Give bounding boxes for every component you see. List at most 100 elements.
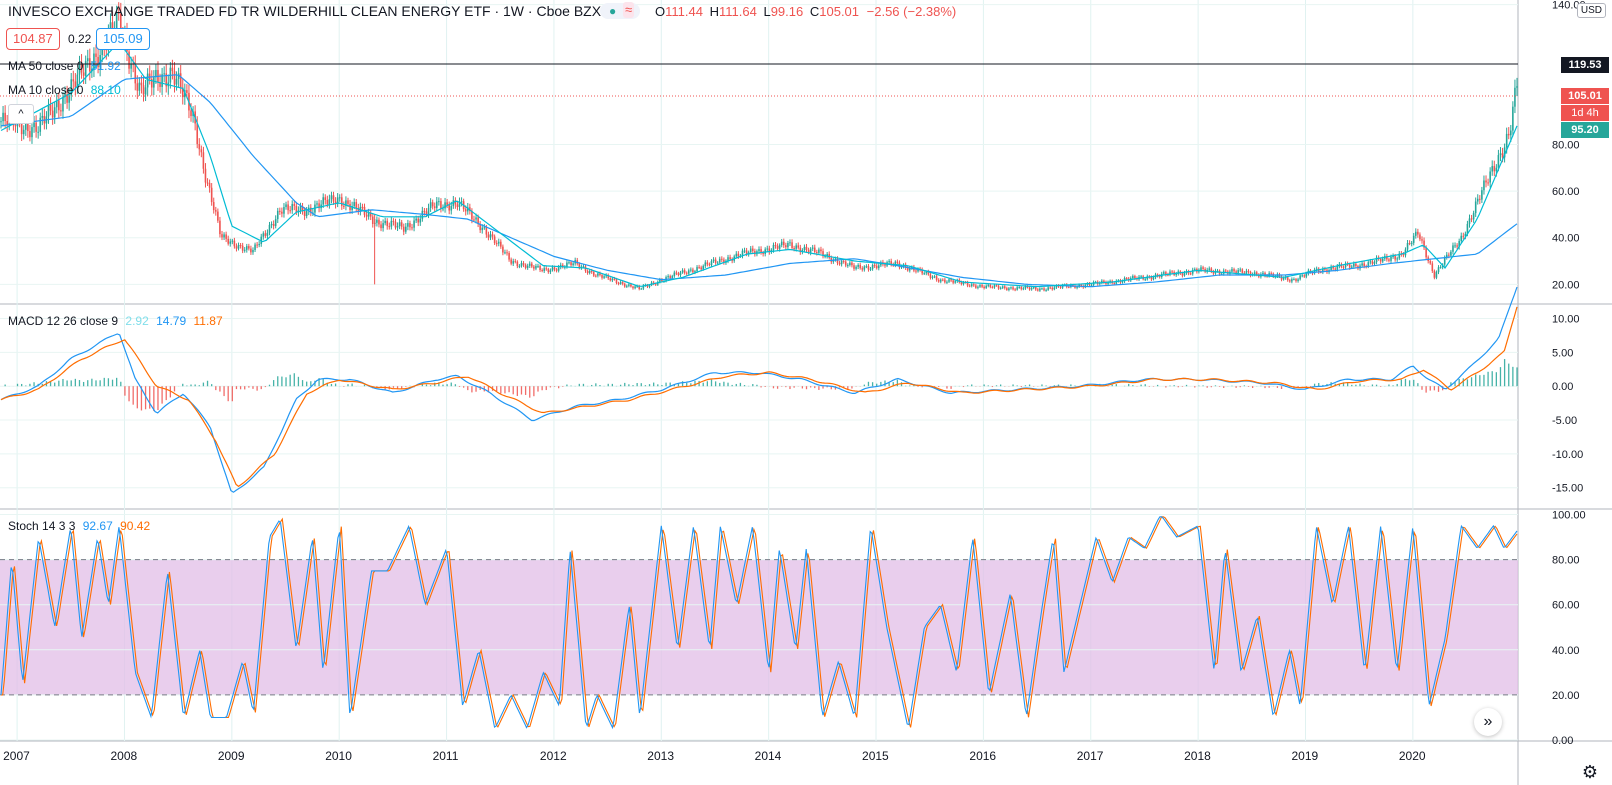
candle-body <box>609 278 612 281</box>
candle-body <box>485 227 488 235</box>
candle-body <box>1350 266 1353 268</box>
candle-body <box>1189 273 1192 275</box>
ask-button[interactable]: 105.09 <box>96 28 150 50</box>
candle-body <box>737 253 740 257</box>
candle-body <box>735 253 738 257</box>
candle-body <box>1061 285 1064 288</box>
candle-body <box>590 270 593 272</box>
candle-body <box>270 223 273 225</box>
candle-body <box>1107 282 1109 285</box>
candle-body <box>890 261 892 265</box>
candle-body <box>1454 245 1456 247</box>
candle-body <box>1202 267 1204 269</box>
candle-body <box>749 248 752 253</box>
candle-body <box>481 227 484 231</box>
candle-body <box>78 63 81 75</box>
candle-body <box>1241 269 1244 273</box>
candle-body <box>875 265 878 269</box>
status-pill[interactable]: ● ≈ <box>600 2 640 19</box>
stoch-legend[interactable]: Stoch 14 3 3 92.67 90.42 <box>8 519 150 533</box>
candle-body <box>1408 243 1411 245</box>
y-tick-label: 140.00 <box>1552 0 1586 12</box>
candle-body <box>37 131 39 133</box>
stoch-k-line <box>0 516 1518 730</box>
candle-body <box>1101 280 1103 283</box>
candle-body <box>1072 284 1074 286</box>
candle-body <box>491 234 494 237</box>
candle-body <box>72 79 75 82</box>
candle-body <box>388 226 391 228</box>
x-tick-label: 2015 <box>862 749 889 763</box>
candle-body <box>979 285 981 287</box>
macd-legend[interactable]: MACD 12 26 close 9 2.92 14.79 11.87 <box>8 314 223 328</box>
candle-body <box>225 234 227 239</box>
candle-body <box>516 261 519 267</box>
candle-body <box>1483 180 1485 191</box>
candle-body <box>1371 261 1374 264</box>
candle-body <box>636 286 638 288</box>
x-tick-label: 2013 <box>647 749 674 763</box>
ma50-legend[interactable]: MA 50 close 0 51.92 <box>8 59 121 73</box>
candle-body <box>483 227 486 229</box>
candles-group <box>0 2 1518 292</box>
symbol-title[interactable]: INVESCO EXCHANGE TRADED FD TR WILDERHILL… <box>8 3 602 19</box>
candle-body <box>464 209 467 212</box>
candle-body <box>543 268 545 271</box>
candle-body <box>256 244 258 246</box>
currency-label[interactable]: USD <box>1576 3 1606 18</box>
candle-body <box>60 110 62 112</box>
candle-body <box>727 257 729 261</box>
candle-body <box>493 236 496 244</box>
candle-body <box>512 261 515 264</box>
candle-body <box>923 273 926 275</box>
candle-body <box>411 227 413 229</box>
candle-body <box>386 220 389 227</box>
candle-body <box>648 285 651 287</box>
candle-body <box>435 201 438 209</box>
candle-body <box>458 202 461 208</box>
candle-body <box>466 207 469 212</box>
candle-body <box>380 224 382 229</box>
candle-body <box>1332 266 1334 269</box>
candle-body <box>128 51 130 69</box>
ma10-legend[interactable]: MA 10 close 0 88.10 <box>8 83 121 97</box>
candle-body <box>1121 281 1124 283</box>
candle-body <box>1487 182 1489 184</box>
candle-body <box>518 266 521 268</box>
candle-body <box>935 276 938 280</box>
candle-body <box>429 202 432 208</box>
candle-body <box>49 104 52 111</box>
candle-body <box>243 249 246 251</box>
candle-body <box>413 220 415 228</box>
candle-body <box>1003 286 1006 289</box>
candle-body <box>1458 240 1460 247</box>
gear-icon[interactable]: ⚙ <box>1581 762 1598 782</box>
candle-body <box>136 83 139 91</box>
collapse-legend-button[interactable]: ^ <box>8 104 34 124</box>
y-tick-label: -15.00 <box>1552 483 1583 495</box>
y-tick-label: 60.00 <box>1552 600 1580 612</box>
candle-body <box>456 204 459 208</box>
candle-body <box>1284 277 1287 279</box>
bid-button[interactable]: 104.87 <box>6 28 60 50</box>
candle-body <box>685 272 688 274</box>
candle-body <box>431 202 434 207</box>
candle-body <box>148 73 151 79</box>
candle-body <box>134 64 137 84</box>
ma10-line <box>0 41 1518 288</box>
candle-body <box>1245 270 1248 274</box>
y-tick-label: 40.00 <box>1552 645 1580 657</box>
candle-body <box>1348 264 1351 268</box>
candle-body <box>1076 286 1078 288</box>
candle-body <box>1510 130 1512 136</box>
candle-body <box>1024 286 1027 289</box>
candle-body <box>347 200 349 204</box>
candle-body <box>816 252 818 254</box>
candle-body <box>326 199 329 205</box>
candle-body <box>915 270 917 272</box>
candle-body <box>268 224 271 233</box>
symbol-header[interactable]: INVESCO EXCHANGE TRADED FD TR WILDERHILL… <box>8 4 605 18</box>
scroll-to-realtime-button[interactable]: » <box>1474 708 1502 736</box>
candle-body <box>1501 153 1504 158</box>
